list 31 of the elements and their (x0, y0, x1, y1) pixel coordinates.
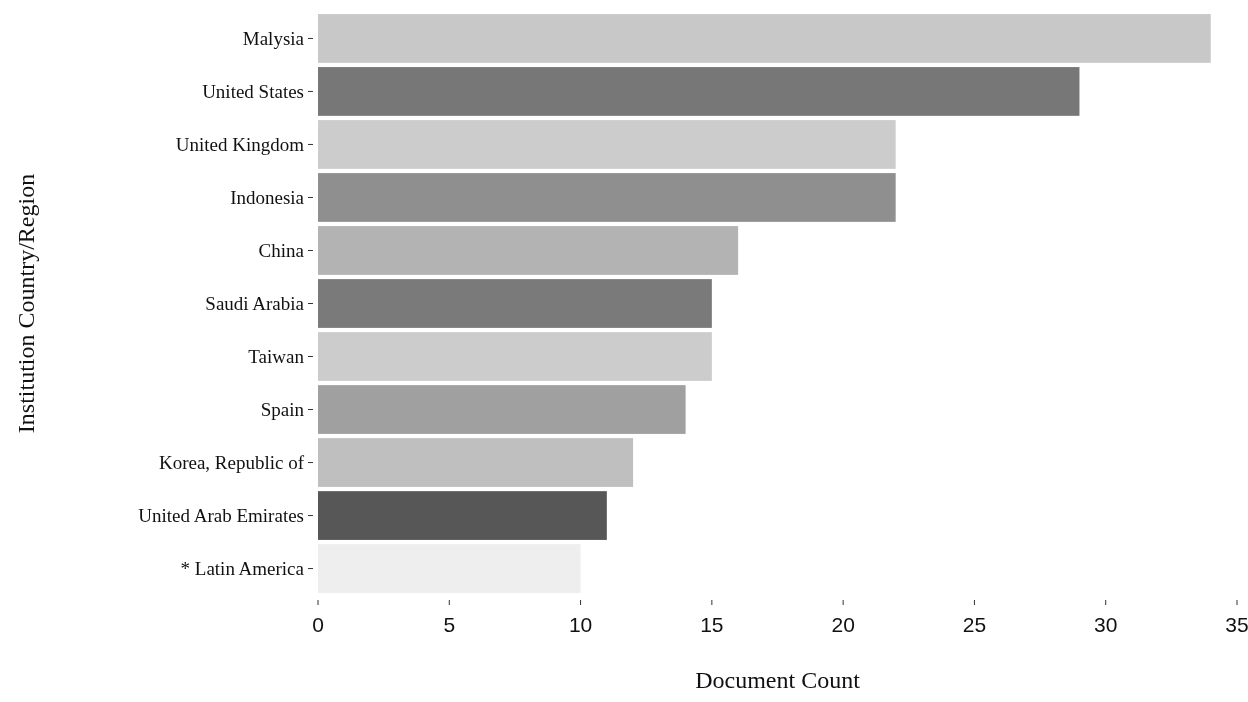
bar (318, 385, 686, 434)
x-tick-label: 20 (831, 613, 855, 636)
x-tick-label: 35 (1225, 613, 1248, 636)
bar (318, 226, 739, 275)
y-tick-label: China (258, 240, 305, 262)
bar (318, 14, 1211, 63)
y-axis-title: Institution Country/Region (13, 173, 39, 434)
x-tick-label: 30 (1094, 613, 1118, 636)
bar (318, 332, 712, 381)
x-tick-label: 0 (312, 613, 324, 636)
x-tick-label: 10 (568, 613, 593, 636)
bar (318, 173, 896, 222)
y-tick-label: Spain (260, 399, 305, 421)
bar (318, 491, 607, 540)
bar (318, 67, 1080, 116)
y-tick-label: United Kingdom (175, 134, 305, 156)
x-tick-label: 25 (962, 613, 987, 636)
y-tick-label: Taiwan (248, 346, 305, 368)
y-tick-label: Korea, Republic of (158, 452, 305, 474)
y-tick-label: United Arab Emirates (138, 505, 304, 527)
x-axis-title: Document Count (695, 667, 861, 693)
y-tick-label: Malysia (242, 28, 305, 50)
y-tick-label: * Latin America (180, 558, 305, 580)
x-tick-label: 5 (443, 613, 456, 636)
bar (318, 438, 634, 487)
x-tick-label: 15 (700, 613, 724, 636)
bar (318, 120, 896, 169)
bar (318, 279, 712, 328)
y-tick-label: United States (202, 81, 304, 103)
y-tick-label: Saudi Arabia (205, 293, 305, 315)
y-tick-label: Indonesia (230, 187, 305, 209)
